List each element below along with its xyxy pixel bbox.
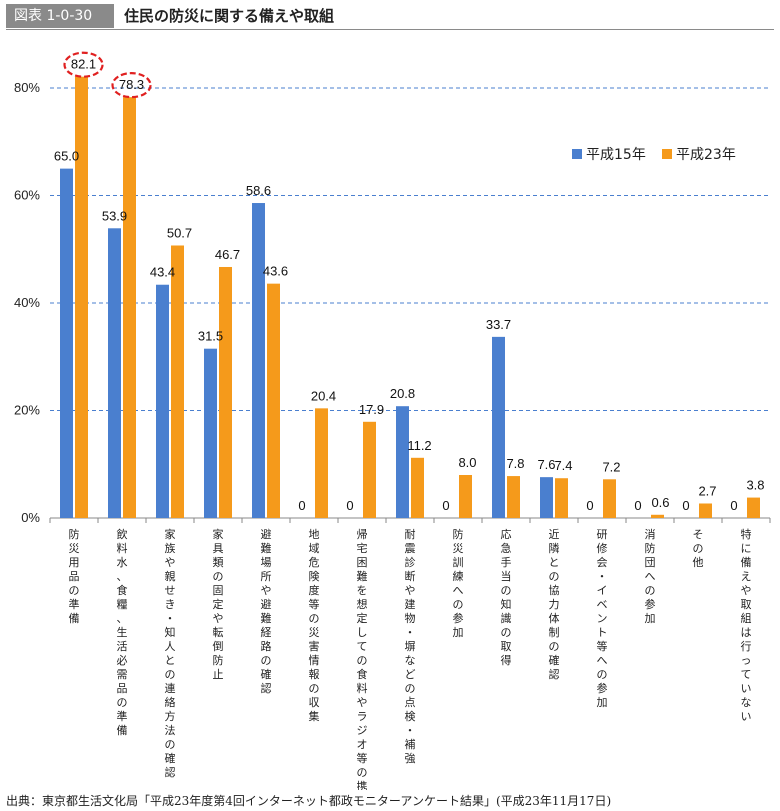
y-tick-label: 60%	[14, 188, 40, 203]
bar-series-1	[540, 477, 553, 518]
bar-series-2	[171, 245, 184, 519]
data-label-series-2: 3.8	[746, 478, 764, 493]
bar-series-1	[108, 228, 121, 518]
data-label-series-1: 33.7	[486, 317, 511, 332]
data-label-series-2: 82.1	[71, 57, 96, 72]
data-label-series-2: 7.8	[506, 456, 524, 471]
data-label-series-1: 0	[442, 498, 449, 513]
category-label: 消防団への参加	[645, 527, 656, 625]
data-label-series-2: 46.7	[215, 247, 240, 262]
data-label-series-2: 17.9	[359, 402, 384, 417]
highlight-ellipse	[63, 51, 104, 78]
y-tick-label: 40%	[14, 295, 40, 310]
bar-series-2	[603, 479, 616, 518]
data-label-series-2: 0.6	[651, 495, 669, 510]
bar-series-2	[507, 476, 520, 518]
y-tick-label: 80%	[14, 80, 40, 95]
data-label-series-2: 7.2	[602, 459, 620, 474]
data-label-series-2: 8.0	[458, 455, 476, 470]
figure-header: 図表 1-0-30 住民の防災に関する備えや取組	[6, 4, 774, 30]
bar-series-2	[651, 514, 664, 518]
category-label: 耐震診断や建物・塀などの点検・補強	[405, 528, 416, 765]
category-label: 特に備えや取組は行っていない	[741, 527, 752, 723]
data-label-series-1: 58.6	[246, 183, 271, 198]
bar-series-2	[123, 97, 136, 518]
data-label-series-2: 2.7	[698, 483, 716, 498]
category-label: 帰宅困難を想定しての食料やラジオ等の携帯	[357, 528, 368, 790]
data-label-series-1: 43.4	[150, 265, 175, 280]
bar-series-1	[156, 284, 169, 518]
legend-label-series-2: 平成23年	[676, 147, 736, 163]
y-tick-label: 0%	[21, 510, 40, 525]
bar-series-1	[60, 168, 73, 518]
data-label-series-2: 7.4	[554, 458, 572, 473]
data-label-series-2: 78.3	[119, 77, 144, 92]
bar-series-2	[411, 457, 424, 518]
category-label: 近隣との協力体制の確認	[549, 528, 560, 681]
bar-series-1	[396, 406, 409, 518]
header-divider	[6, 29, 774, 30]
bar-chart: 0% 20% 40% 60% 80% 65.0 82.1 防災用品の準備 53.9 78.3 飲料水…	[14, 51, 771, 790]
data-label-series-1: 7.6	[537, 457, 555, 472]
data-label-series-1: 0	[634, 498, 641, 513]
data-label-series-1: 0	[346, 498, 353, 513]
data-label-series-1: 0	[730, 498, 737, 513]
legend-swatch-series-1	[572, 149, 582, 159]
category-label: 家族や親せき・知人との連絡方法の確認	[165, 527, 176, 779]
category-label: 防災用品の準備	[69, 527, 80, 625]
data-label-series-1: 20.8	[390, 386, 415, 401]
data-label-series-1: 0	[586, 498, 593, 513]
legend-label-series-1: 平成15年	[586, 147, 646, 163]
category-label: 飲料水、食糧、生活必需品の準備	[117, 527, 128, 737]
category-label: 家具類の固定や転倒防止	[213, 527, 224, 681]
category-label: 避難場所や避難経路の確認	[261, 527, 272, 695]
data-label-series-1: 0	[298, 498, 305, 513]
source-note: 出典：東京都生活文化局「平成23年度第4回インターネット都政モニターアンケート結…	[6, 794, 612, 808]
bar-series-1	[204, 348, 217, 518]
bar-series-2	[219, 266, 232, 518]
category-label: その他	[693, 528, 704, 569]
data-label-series-2: 50.7	[167, 225, 192, 240]
figure-title: 住民の防災に関する備えや取組	[124, 7, 335, 25]
bar-series-1	[492, 336, 505, 518]
data-label-series-1: 0	[682, 498, 689, 513]
category-label: 防災訓練への参加	[453, 527, 464, 639]
bar-series-2	[75, 76, 88, 519]
bar-series-2	[699, 503, 712, 518]
bar-series-2	[459, 475, 472, 518]
data-label-series-2: 43.6	[263, 264, 288, 279]
data-label-series-2: 11.2	[407, 438, 431, 453]
bar-series-2	[747, 497, 760, 518]
y-tick-label: 20%	[14, 403, 40, 418]
legend-swatch-series-2	[662, 149, 672, 159]
data-label-series-2: 20.4	[311, 388, 336, 403]
data-label-series-1: 65.0	[54, 149, 79, 164]
figure-number-badge: 図表 1-0-30	[6, 4, 114, 28]
category-label: 応急手当の知識の取得	[501, 527, 512, 667]
bar-series-2	[555, 478, 568, 518]
bar-series-2	[267, 283, 280, 518]
bar-series-2	[315, 408, 328, 518]
data-label-series-1: 31.5	[198, 329, 223, 344]
category-label: 研修会・イベント等への参加	[597, 528, 608, 709]
bar-series-1	[252, 203, 265, 518]
bar-series-2	[363, 421, 376, 518]
data-label-series-1: 53.9	[102, 208, 127, 223]
highlight-ellipse	[111, 72, 152, 99]
category-label: 地域危険度等の災害情報の収集	[309, 528, 320, 723]
